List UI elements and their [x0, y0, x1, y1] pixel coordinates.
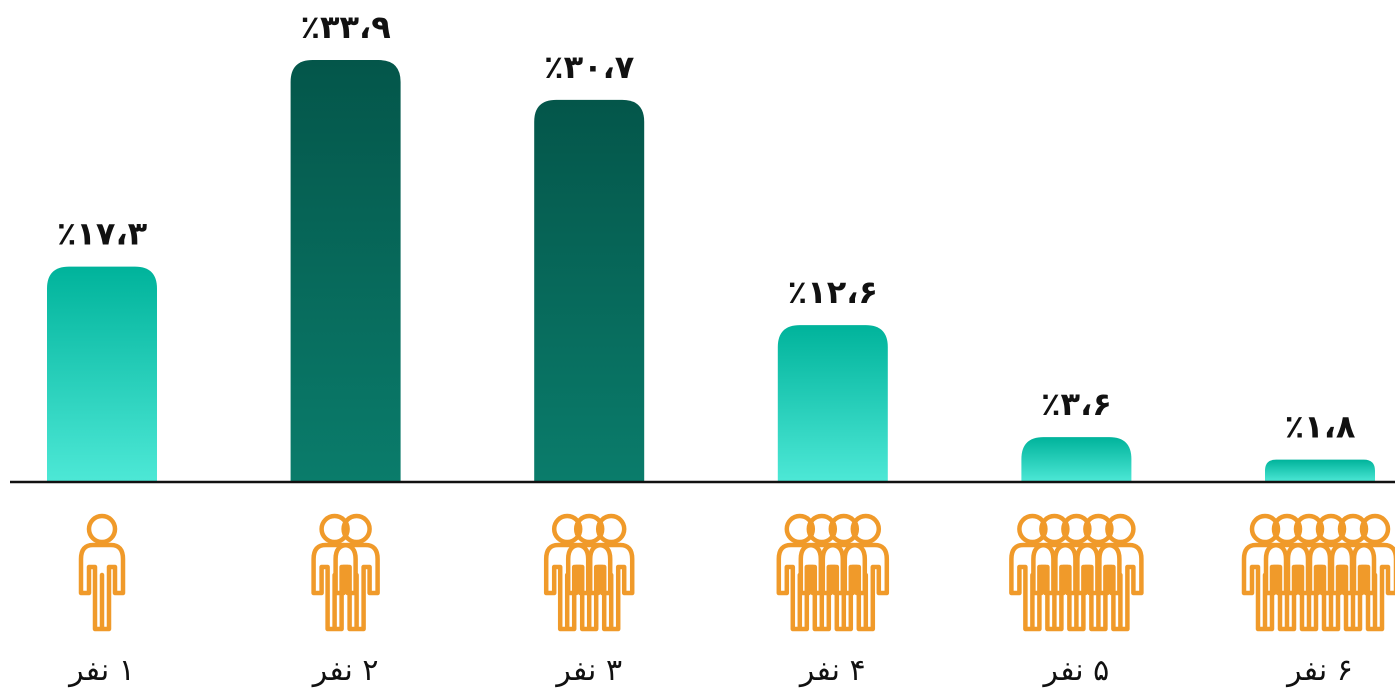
bar-6 [1265, 459, 1375, 482]
bar-1 [47, 266, 157, 482]
people-icon-4 [776, 513, 890, 632]
value-label-2: ٪۳۳،۹ [300, 8, 390, 46]
category-label-4: ۴ نفر [798, 653, 866, 688]
category-label-6: ۶ نفر [1285, 653, 1353, 688]
category-label-1: ۱ نفر [67, 653, 135, 688]
bar-4 [777, 325, 888, 482]
value-label-1: ٪۱۷،۳ [57, 215, 148, 253]
value-label-4: ٪۱۲،۶ [788, 273, 878, 311]
people-icon-6 [1241, 513, 1395, 632]
category-label-5: ۵ نفر [1042, 653, 1110, 688]
bar-3 [534, 99, 645, 482]
bars-group [47, 60, 1375, 482]
value-label-6: ٪۱،۸ [1285, 408, 1356, 446]
people-icon-3 [543, 513, 635, 632]
category-label-3: ۳ نفر [554, 653, 622, 688]
people-icon-2 [311, 513, 380, 632]
people-icon-5 [1009, 513, 1144, 632]
category-labels-group: ۱ نفر ۲ نفر ۳ نفر ۴ نفر ۵ نفر ۶ نفر [67, 653, 1353, 688]
category-label-2: ۲ نفر [311, 653, 379, 688]
people-icons-group [78, 513, 1395, 632]
value-label-3: ٪۳۰،۷ [544, 48, 635, 86]
value-labels-group: ٪۱۷،۳ ٪۳۳،۹ ٪۳۰،۷ ٪۱۲،۶ ٪۳،۶ ٪۱،۸ [57, 8, 1356, 446]
people-icon-1 [78, 513, 126, 632]
value-label-5: ٪۳،۶ [1041, 385, 1112, 423]
bar-5 [1021, 437, 1132, 482]
bar-2 [290, 60, 401, 482]
